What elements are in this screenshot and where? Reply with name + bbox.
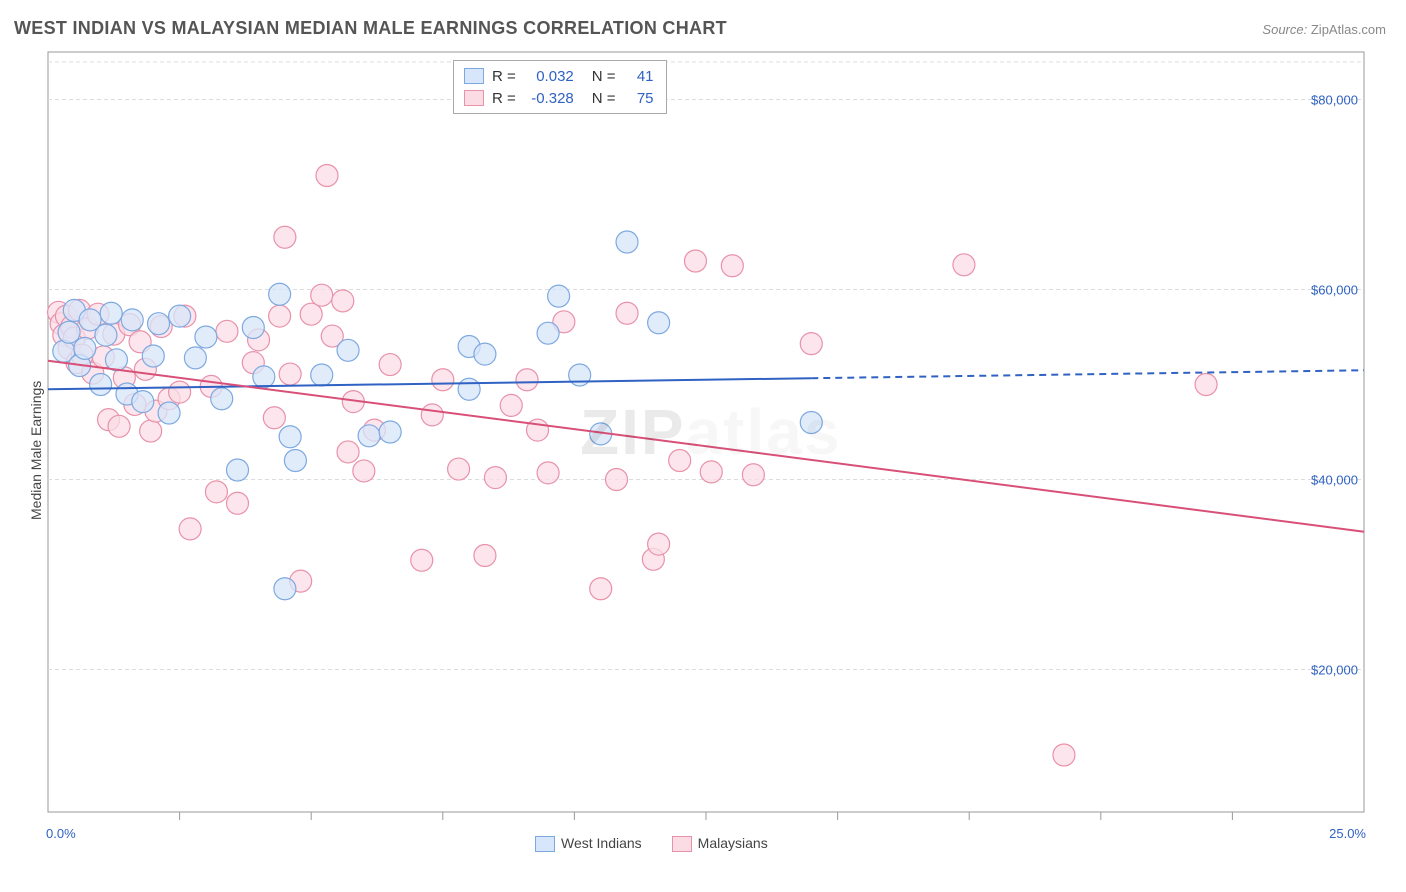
svg-text:25.0%: 25.0%: [1329, 826, 1366, 841]
correlation-legend-box: R = 0.032 N = 41 R = -0.328 N = 75: [453, 60, 667, 114]
correlation-scatter-chart: $20,000 $40,000 $60,000 $80,000 0.0% 25.0%: [0, 0, 1406, 892]
svg-text:$20,000: $20,000: [1311, 663, 1358, 678]
correlation-row: R = 0.032 N = 41: [464, 65, 654, 87]
n-value: 41: [624, 68, 654, 85]
svg-text:0.0%: 0.0%: [46, 826, 76, 841]
legend-item: Malaysians: [672, 835, 768, 852]
n-label: N =: [592, 90, 616, 107]
svg-text:$80,000: $80,000: [1311, 93, 1358, 108]
correlation-row: R = -0.328 N = 75: [464, 87, 654, 109]
r-label: R =: [492, 68, 516, 85]
legend-swatch: [464, 68, 484, 84]
svg-text:$40,000: $40,000: [1311, 473, 1358, 488]
series-legend: West Indians Malaysians: [535, 835, 768, 852]
legend-label: Malaysians: [698, 835, 768, 851]
n-value: 75: [624, 90, 654, 107]
r-value: -0.328: [524, 90, 574, 107]
legend-label: West Indians: [561, 835, 642, 851]
r-value: 0.032: [524, 68, 574, 85]
legend-swatch: [672, 836, 692, 852]
svg-text:$60,000: $60,000: [1311, 283, 1358, 298]
legend-swatch: [535, 836, 555, 852]
legend-item: West Indians: [535, 835, 642, 852]
r-label: R =: [492, 90, 516, 107]
legend-swatch: [464, 90, 484, 106]
n-label: N =: [592, 68, 616, 85]
